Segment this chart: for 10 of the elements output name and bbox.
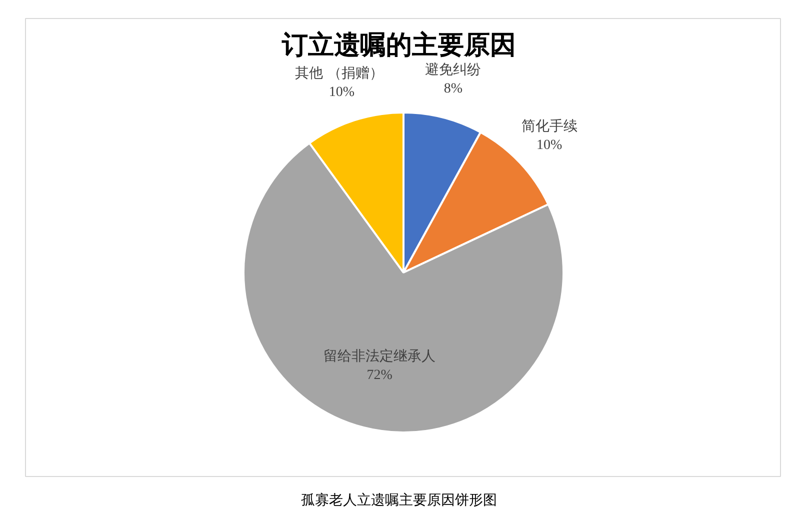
text: 孤寡老人立遗嘱主要原因饼形图 [301,492,497,508]
slice-label: 避免纠纷 [425,62,482,78]
data-label: 72% [366,368,393,383]
data-label: 10% [328,84,355,100]
slice-label: 简化手续 [521,118,578,135]
data-label: 8% [444,81,463,96]
slice-label: 留给非法定继承人 [324,348,436,364]
data-label: 10% [536,138,562,154]
chart-title: 订立遗嘱的主要原因 [281,30,516,60]
slice-label: 其他 （捐赠） [295,65,384,82]
